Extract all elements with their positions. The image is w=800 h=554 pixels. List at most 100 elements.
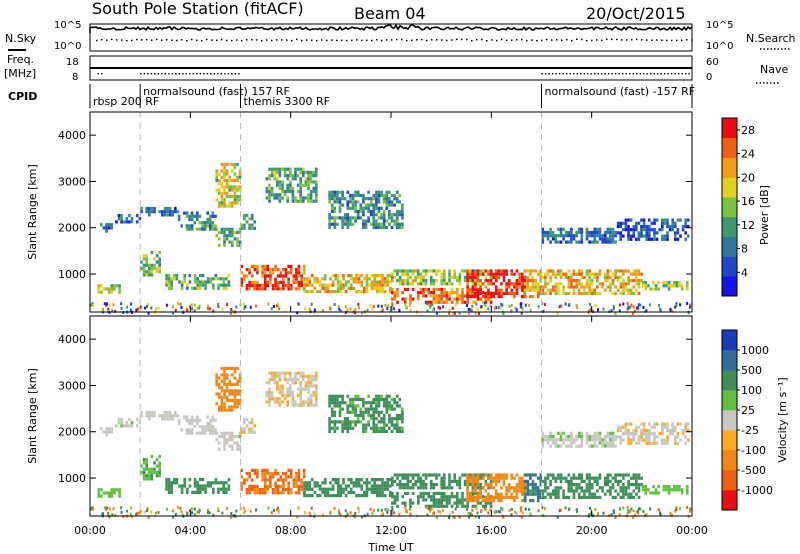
noise-search-dot <box>381 39 383 42</box>
power-cell <box>622 291 625 295</box>
velocity-cell <box>355 494 358 498</box>
velocity-cell <box>174 410 177 415</box>
power-clutter-cell <box>313 308 316 312</box>
velocity-cell <box>435 473 438 477</box>
power-cell <box>411 279 415 283</box>
power-cell <box>686 284 689 288</box>
freq-label-line1: Freq. <box>7 53 34 66</box>
power-cell <box>629 272 633 276</box>
power-cell <box>627 269 630 273</box>
power-cell <box>269 274 272 278</box>
power-cell <box>482 291 485 295</box>
velocity-cell <box>270 378 274 382</box>
velocity-cell <box>681 428 685 433</box>
velocity-cell <box>500 473 503 477</box>
power-clutter-cell <box>138 307 141 311</box>
power-clutter-cell <box>380 304 383 308</box>
velocity-cell <box>580 479 584 483</box>
velocity-cell <box>362 423 365 427</box>
velocity-cell <box>236 444 239 448</box>
power-cell <box>201 274 205 278</box>
power-cell <box>427 269 430 273</box>
velocity-cell <box>487 476 490 480</box>
power-cell <box>580 275 584 279</box>
velocity-cell <box>474 486 477 490</box>
nave-dot <box>681 73 683 75</box>
velocity-clutter-cell <box>249 509 252 513</box>
power-cell <box>377 209 381 214</box>
velocity-clutter-cell <box>442 509 444 513</box>
nave-dot <box>573 73 575 75</box>
velocity-cell <box>417 473 420 477</box>
velocity-cell <box>645 441 648 445</box>
velocity-cell <box>370 484 374 488</box>
velocity-cell <box>214 481 218 485</box>
nave-tick-top: 60 <box>706 57 719 68</box>
velocity-cell <box>505 476 508 480</box>
velocity-cell <box>268 400 271 404</box>
velocity-cell <box>567 444 571 448</box>
velocity-cell <box>385 410 389 414</box>
velocity-clutter-cell <box>191 511 194 515</box>
power-cell <box>107 290 111 294</box>
velocity-cell <box>580 473 584 477</box>
power-cell <box>406 272 410 276</box>
power-cell <box>311 274 314 278</box>
power-cell <box>287 280 290 284</box>
velocity-clutter-cell <box>558 509 561 513</box>
power-cell <box>642 228 646 232</box>
velocity-cell <box>637 438 641 442</box>
power-cell <box>531 285 535 289</box>
power-cell <box>505 285 508 289</box>
power-cell <box>385 193 389 198</box>
velocity-cell <box>572 441 576 445</box>
velocity-cell <box>466 473 469 477</box>
velocity-cell <box>289 488 293 492</box>
velocity-cell <box>375 417 378 421</box>
velocity-cell <box>318 484 322 488</box>
velocity-cell <box>562 489 565 493</box>
velocity-clutter-cell <box>528 508 531 511</box>
velocity-cell <box>546 492 550 496</box>
velocity-cell <box>105 430 108 434</box>
velocity-cell <box>632 483 636 487</box>
velocity-cell <box>644 488 647 492</box>
velocity-clutter-cell <box>174 512 177 516</box>
power-cell <box>302 271 306 275</box>
power-cell <box>233 188 237 192</box>
velocity-cell <box>269 478 272 482</box>
power-clutter-cell <box>108 311 111 315</box>
velocity-cell <box>115 488 119 492</box>
velocity-cell <box>395 429 399 434</box>
velocity-cell <box>375 423 378 427</box>
velocity-cell <box>619 479 623 483</box>
velocity-cell <box>231 434 234 439</box>
power-clutter-cell <box>627 305 630 309</box>
power-cell <box>278 180 282 184</box>
velocity-cell <box>276 484 280 488</box>
power-clutter-cell <box>487 307 490 311</box>
power-cell <box>233 162 237 167</box>
velocity-cell <box>471 491 475 496</box>
power-cell <box>261 287 264 291</box>
velocity-cell <box>474 491 477 496</box>
velocity-cell <box>170 484 173 488</box>
power-cell <box>225 227 229 231</box>
power-cell <box>158 270 161 274</box>
power-cell <box>497 275 501 279</box>
power-cell <box>365 290 369 294</box>
velocity-cell <box>380 429 383 434</box>
velocity-cell <box>321 490 324 494</box>
power-cell <box>657 281 660 285</box>
velocity-cell <box>233 398 237 403</box>
power-cell <box>474 282 477 286</box>
power-cell <box>468 275 472 279</box>
power-cell <box>590 282 594 286</box>
noise-search-dot <box>496 39 498 42</box>
power-cell <box>120 217 123 221</box>
power-cell <box>681 224 685 229</box>
power-cell <box>520 295 524 299</box>
power-cell <box>110 290 114 294</box>
power-cell <box>622 269 625 273</box>
power-cell <box>294 170 297 174</box>
